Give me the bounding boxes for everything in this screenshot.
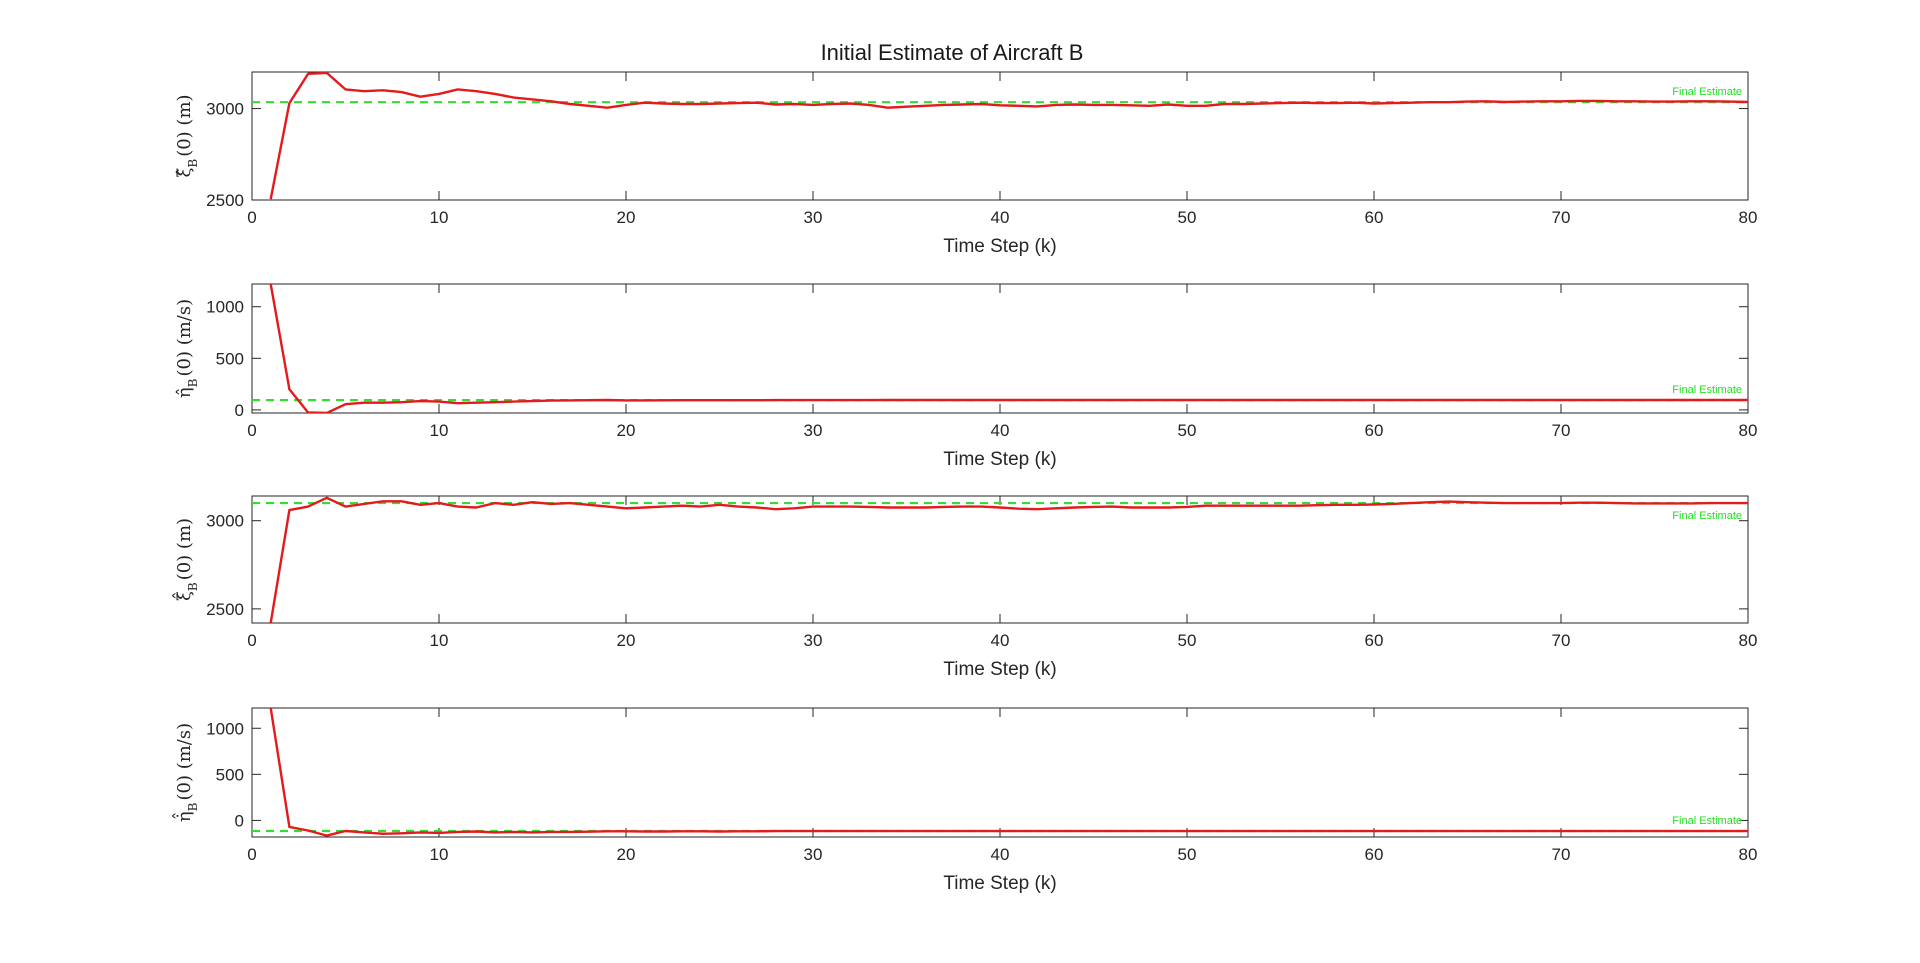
y-tick-label: 0 [235, 811, 244, 830]
y-axis-label: η̇̂B(0) (m/s) [171, 723, 200, 822]
subplot-1: 0 10 20 30 40 50 60 70 80 2500 3000 Time Step (k) ξ̂… [174, 71, 1758, 257]
x-tick-label: 10 [430, 845, 449, 864]
subplot-4: 0 10 20 30 40 50 60 70 80 0 500 1000 Time Step (k) η̇… [171, 707, 1758, 894]
y-axis-label: ξ̇̂B(0) (m) [171, 518, 200, 601]
x-axis-label: Time Step (k) [943, 449, 1056, 470]
y-tick-label: 3000 [206, 100, 244, 119]
x-tick-label: 0 [247, 208, 256, 227]
y-tick-label: 1000 [206, 298, 244, 317]
x-tick-label: 60 [1365, 631, 1384, 650]
x-axis-label: Time Step (k) [943, 659, 1056, 680]
x-tick-label: 0 [247, 421, 256, 440]
axes-box [251, 71, 1749, 201]
x-tick-label: 50 [1178, 845, 1197, 864]
x-tick-label: 60 [1365, 845, 1384, 864]
x-tick-label: 80 [1739, 845, 1758, 864]
x-tick-label: 30 [804, 845, 823, 864]
final-estimate-annotation: Final Estimate [1672, 815, 1742, 827]
x-tick-label: 20 [617, 421, 636, 440]
x-tick-label: 0 [247, 631, 256, 650]
y-tick-label: 2500 [206, 191, 244, 210]
x-axis-label: Time Step (k) [943, 236, 1056, 257]
x-tick-label: 50 [1178, 208, 1197, 227]
x-tick-label: 40 [991, 208, 1010, 227]
figure-title: Initial Estimate of Aircraft B [821, 40, 1084, 65]
y-tick-label: 2500 [206, 600, 244, 619]
x-tick-label: 0 [247, 845, 256, 864]
x-tick-label: 40 [991, 421, 1010, 440]
x-tick-label: 70 [1552, 631, 1571, 650]
y-tick-label: 500 [216, 765, 244, 784]
y-tick-label: 0 [235, 401, 244, 420]
x-tick-label: 60 [1365, 208, 1384, 227]
axes-box [251, 495, 1749, 624]
final-estimate-annotation: Final Estimate [1672, 86, 1742, 98]
x-tick-label: 20 [617, 845, 636, 864]
x-tick-label: 40 [991, 631, 1010, 650]
final-estimate-annotation: Final Estimate [1672, 384, 1742, 396]
estimate-series-line [269, 284, 1748, 413]
y-tick-label: 3000 [206, 512, 244, 531]
estimate-series-line [269, 72, 1748, 200]
x-tick-label: 50 [1178, 421, 1197, 440]
subplot-2: 0 10 20 30 40 50 60 70 80 0 500 1000 Time Step (k) η̂… [174, 283, 1758, 470]
axes-box [251, 283, 1749, 414]
x-tick-label: 10 [430, 631, 449, 650]
axes-box [251, 707, 1749, 838]
x-tick-label: 50 [1178, 631, 1197, 650]
x-tick-label: 10 [430, 208, 449, 227]
x-tick-label: 70 [1552, 208, 1571, 227]
x-tick-label: 40 [991, 845, 1010, 864]
x-tick-label: 20 [617, 208, 636, 227]
x-tick-label: 20 [617, 631, 636, 650]
subplot-3: 0 10 20 30 40 50 60 70 80 2500 3000 Time Step (k) ξ̇… [171, 495, 1758, 680]
x-tick-label: 60 [1365, 421, 1384, 440]
x-tick-label: 30 [804, 631, 823, 650]
x-tick-label: 80 [1739, 631, 1758, 650]
y-tick-label: 500 [216, 349, 244, 368]
y-axis-label: ξ̂B(0) (m) [174, 94, 200, 177]
x-tick-label: 80 [1739, 421, 1758, 440]
y-tick-label: 1000 [206, 719, 244, 738]
x-axis-label: Time Step (k) [943, 873, 1056, 894]
estimate-series-line [269, 708, 1748, 837]
estimate-series-line [269, 496, 1748, 623]
final-estimate-annotation: Final Estimate [1672, 510, 1742, 522]
x-tick-label: 30 [804, 421, 823, 440]
y-axis-label: η̂B(0) (m/s) [174, 299, 200, 398]
x-tick-label: 70 [1552, 845, 1571, 864]
x-tick-label: 80 [1739, 208, 1758, 227]
x-tick-label: 10 [430, 421, 449, 440]
x-tick-label: 30 [804, 208, 823, 227]
x-tick-label: 70 [1552, 421, 1571, 440]
